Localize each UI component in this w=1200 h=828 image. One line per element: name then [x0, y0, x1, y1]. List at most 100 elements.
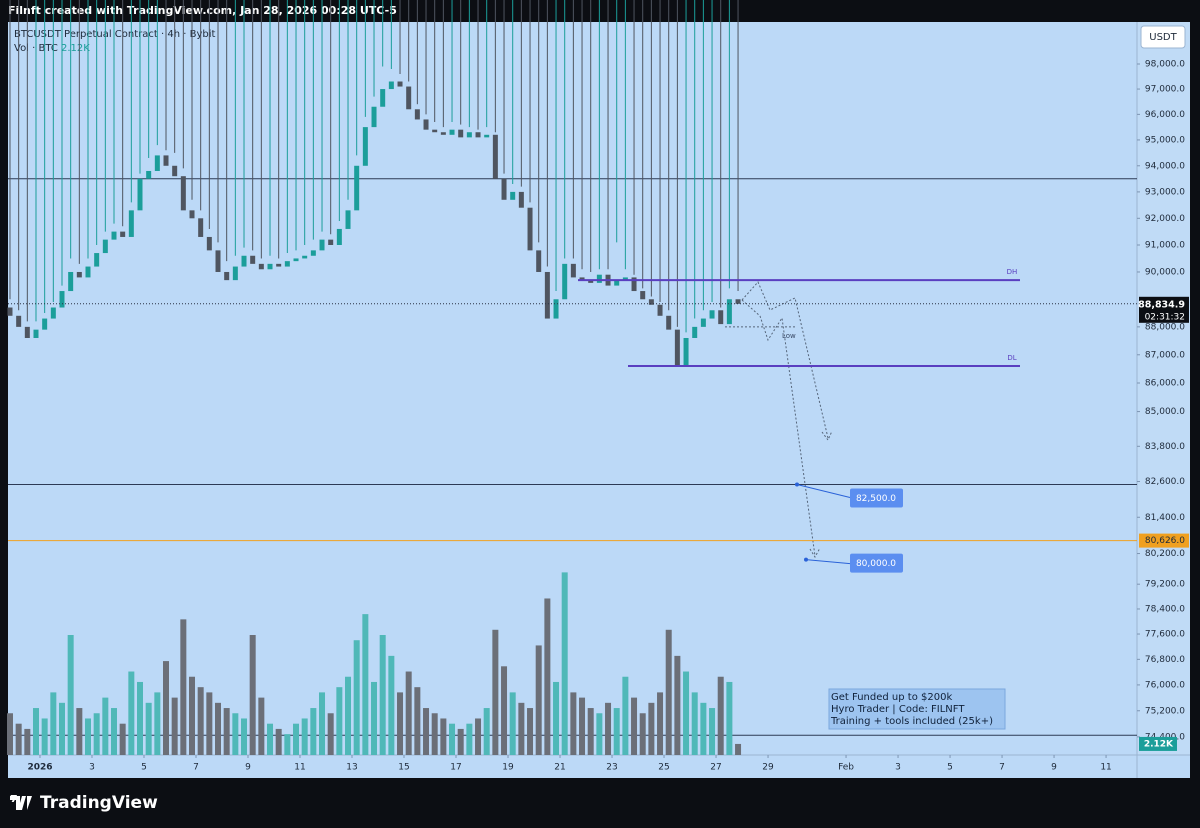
x-tick-label: 5	[141, 763, 147, 773]
volume-bar	[50, 692, 57, 755]
volume-bar	[483, 708, 490, 755]
candle-body	[718, 310, 724, 325]
candle-body	[328, 239, 334, 245]
projection-path	[741, 281, 829, 439]
candle-body	[397, 81, 403, 87]
volume-legend-value: 2.12K	[61, 43, 90, 54]
volume-bar	[553, 681, 560, 755]
candle-body	[588, 280, 594, 283]
y-tick-label: 90,000.0	[1145, 267, 1185, 277]
candle-body	[336, 228, 342, 245]
y-tick-label: 75,200.0	[1145, 706, 1185, 716]
volume-bar	[93, 713, 100, 755]
volume-bar	[657, 692, 664, 755]
volume-bar	[726, 681, 733, 755]
promo-line: Training + tools included (25k+)	[830, 716, 993, 727]
x-tick-label: 11	[294, 763, 305, 773]
x-tick-label: 9	[1051, 763, 1057, 773]
volume-bar	[111, 708, 118, 755]
target-label: 82,500.0	[856, 494, 896, 504]
candle-body	[154, 155, 160, 171]
volume-bar	[648, 702, 655, 755]
currency-button[interactable]	[1140, 25, 1186, 49]
volume-bar	[137, 681, 144, 755]
volume-bar	[717, 676, 724, 755]
candle-body	[137, 178, 143, 211]
candle-body	[215, 250, 221, 272]
candle-body	[371, 106, 377, 128]
symbol-legend: BTCUSDT Perpetual Contract · 4h · Bybit	[14, 29, 215, 40]
y-tick-label: 93,000.0	[1145, 187, 1185, 197]
candle-body	[258, 263, 264, 270]
volume-bar	[128, 671, 135, 755]
candle-body	[7, 307, 13, 316]
volume-bar	[535, 645, 542, 755]
volume-bar	[232, 713, 239, 755]
y-tick-label: 78,400.0	[1145, 604, 1185, 614]
x-tick-label: 11	[1100, 763, 1111, 773]
candle-body	[24, 326, 30, 338]
volume-bar	[206, 692, 213, 755]
volume-bar	[24, 728, 31, 755]
x-tick-label: 3	[895, 763, 901, 773]
candle-body	[42, 318, 48, 330]
volume-bar	[76, 708, 83, 755]
volume-bar	[622, 676, 629, 755]
candle-body	[440, 132, 446, 135]
candle-body	[284, 261, 290, 267]
candle-body	[666, 315, 672, 330]
candle-body	[68, 271, 74, 292]
candle-body	[388, 81, 394, 90]
x-tick-label: 29	[762, 763, 774, 773]
candle-body	[111, 231, 117, 240]
candle-body	[241, 255, 247, 267]
projection-path	[741, 299, 816, 557]
y-tick-label: 86,000.0	[1145, 379, 1185, 389]
volume-bar	[561, 572, 568, 755]
volume-bar	[683, 671, 690, 755]
volume-bar	[639, 713, 646, 755]
y-tick-label: 91,000.0	[1145, 240, 1185, 250]
candle-body	[146, 170, 152, 179]
y-tick-label: 81,400.0	[1145, 513, 1185, 523]
volume-bar	[6, 713, 13, 755]
candle-body	[501, 178, 507, 200]
y-tick-label: 98,000.0	[1145, 60, 1185, 70]
volume-bar	[457, 728, 464, 755]
y-tick-label: 92,000.0	[1145, 214, 1185, 224]
volume-bar	[119, 723, 126, 755]
candle-body	[206, 236, 212, 251]
footer-logo: ⁷	[10, 792, 18, 813]
marked-level-badge	[1139, 533, 1189, 548]
y-tick-label: 76,800.0	[1145, 655, 1185, 665]
volume-bar	[700, 702, 707, 755]
candle-body	[319, 239, 325, 251]
x-tick-label: 7	[999, 763, 1005, 773]
candle-body	[380, 89, 386, 107]
y-tick-label: 95,000.0	[1145, 135, 1185, 145]
y-tick-label: 94,000.0	[1145, 161, 1185, 171]
candle-body	[33, 329, 39, 338]
x-tick-label: 17	[450, 763, 461, 773]
footer-brand: TradingView	[40, 793, 158, 813]
volume-bar	[709, 708, 716, 755]
y-tick-label: 76,000.0	[1145, 680, 1185, 690]
volume-bar	[466, 723, 473, 755]
y-tick-label: 82,600.0	[1145, 477, 1185, 487]
projection-paths	[741, 281, 833, 558]
candle-body	[172, 165, 178, 177]
volume-bar	[544, 598, 551, 755]
y-tick-label: 96,000.0	[1145, 110, 1185, 120]
currency-label[interactable]: USDT	[1149, 32, 1177, 43]
price-axis-background	[1137, 22, 1190, 755]
volume-bar	[501, 666, 508, 755]
volume-bar	[84, 718, 91, 755]
volume-bar	[353, 640, 360, 755]
volume-bar	[197, 687, 204, 755]
promo-box	[828, 688, 1006, 730]
candle-body	[120, 231, 126, 237]
volume-bar	[449, 723, 456, 755]
volume-bar	[15, 723, 22, 755]
candle-body	[536, 250, 542, 272]
candle-body	[614, 280, 620, 286]
